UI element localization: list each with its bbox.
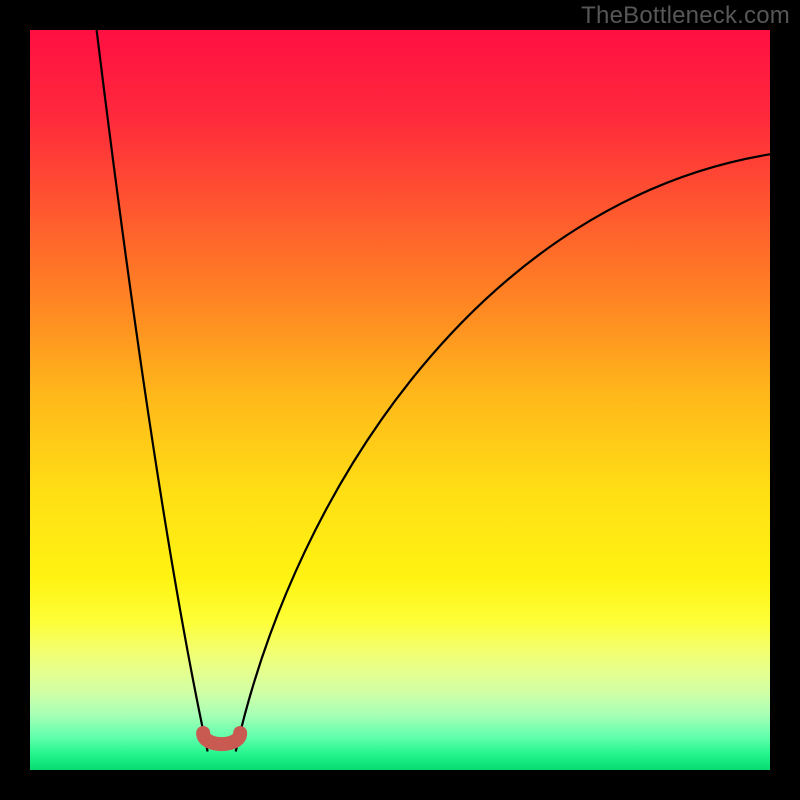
source-attribution: TheBottleneck.com xyxy=(581,2,790,30)
chart-stage: TheBottleneck.com xyxy=(0,0,800,800)
bottleneck-plot xyxy=(0,0,800,800)
